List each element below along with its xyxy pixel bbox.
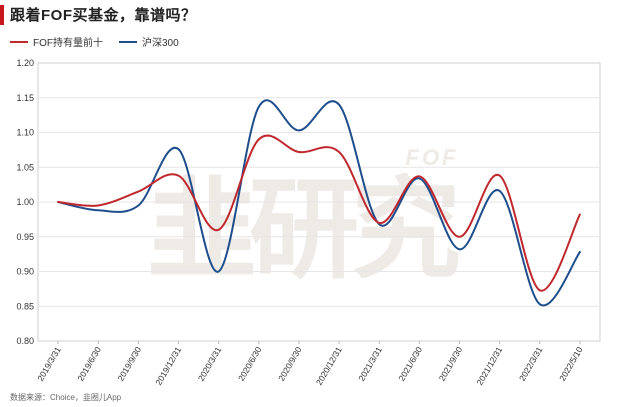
y-tick-label: 0.80 xyxy=(16,336,34,346)
legend-swatch-hs300 xyxy=(119,40,137,43)
series-line-fof xyxy=(57,134,581,292)
x-tick-label: 2020/3/31 xyxy=(196,345,224,383)
x-tick-label: 2021/6/30 xyxy=(397,345,425,383)
x-tick-label: 2022/5/10 xyxy=(557,345,585,383)
x-tick-label: 2020/9/30 xyxy=(276,345,304,383)
y-tick-label: 0.95 xyxy=(16,232,34,242)
watermark-large: 韭研究 xyxy=(147,165,459,294)
x-tick-label: 2021/9/30 xyxy=(437,345,465,383)
y-tick-label: 1.10 xyxy=(16,128,34,138)
x-tick-label: 2021/12/31 xyxy=(474,345,504,387)
legend-swatch-fof xyxy=(10,40,28,43)
x-tick-label: 2019/12/31 xyxy=(153,345,183,387)
x-tick-label: 2019/9/30 xyxy=(116,345,144,383)
y-tick-label: 0.85 xyxy=(16,301,34,311)
title-accent-bar xyxy=(0,5,4,25)
y-tick-label: 1.00 xyxy=(16,197,34,207)
legend-item-hs300: 沪深300 xyxy=(119,34,179,49)
y-tick-label: 1.05 xyxy=(16,162,34,172)
y-tick-label: 0.90 xyxy=(16,267,34,277)
y-tick-label: 1.15 xyxy=(16,93,34,103)
y-tick-label: 1.20 xyxy=(16,58,34,68)
series-line-hs300 xyxy=(57,99,581,307)
x-tick-label: 2020/6/30 xyxy=(236,345,264,383)
page-title: 跟着FOF买基金，靠谱吗？ xyxy=(10,7,197,24)
legend-label-fof: FOF持有量前十 xyxy=(33,38,103,49)
data-source-note: 数据来源：Choice，韭圈儿App xyxy=(10,393,122,402)
x-tick-label: 2022/3/31 xyxy=(517,345,545,383)
legend-label-hs300: 沪深300 xyxy=(142,38,179,49)
chart-legend: FOF持有量前十 沪深300 xyxy=(10,34,195,49)
x-tick-label: 2021/3/31 xyxy=(356,345,384,383)
watermark-small: FOF xyxy=(406,145,459,170)
x-tick-label: 2020/12/31 xyxy=(314,345,344,387)
legend-item-fof: FOF持有量前十 xyxy=(10,34,103,49)
x-tick-label: 2019/3/31 xyxy=(35,345,63,383)
x-tick-label: 2019/6/30 xyxy=(75,345,103,383)
